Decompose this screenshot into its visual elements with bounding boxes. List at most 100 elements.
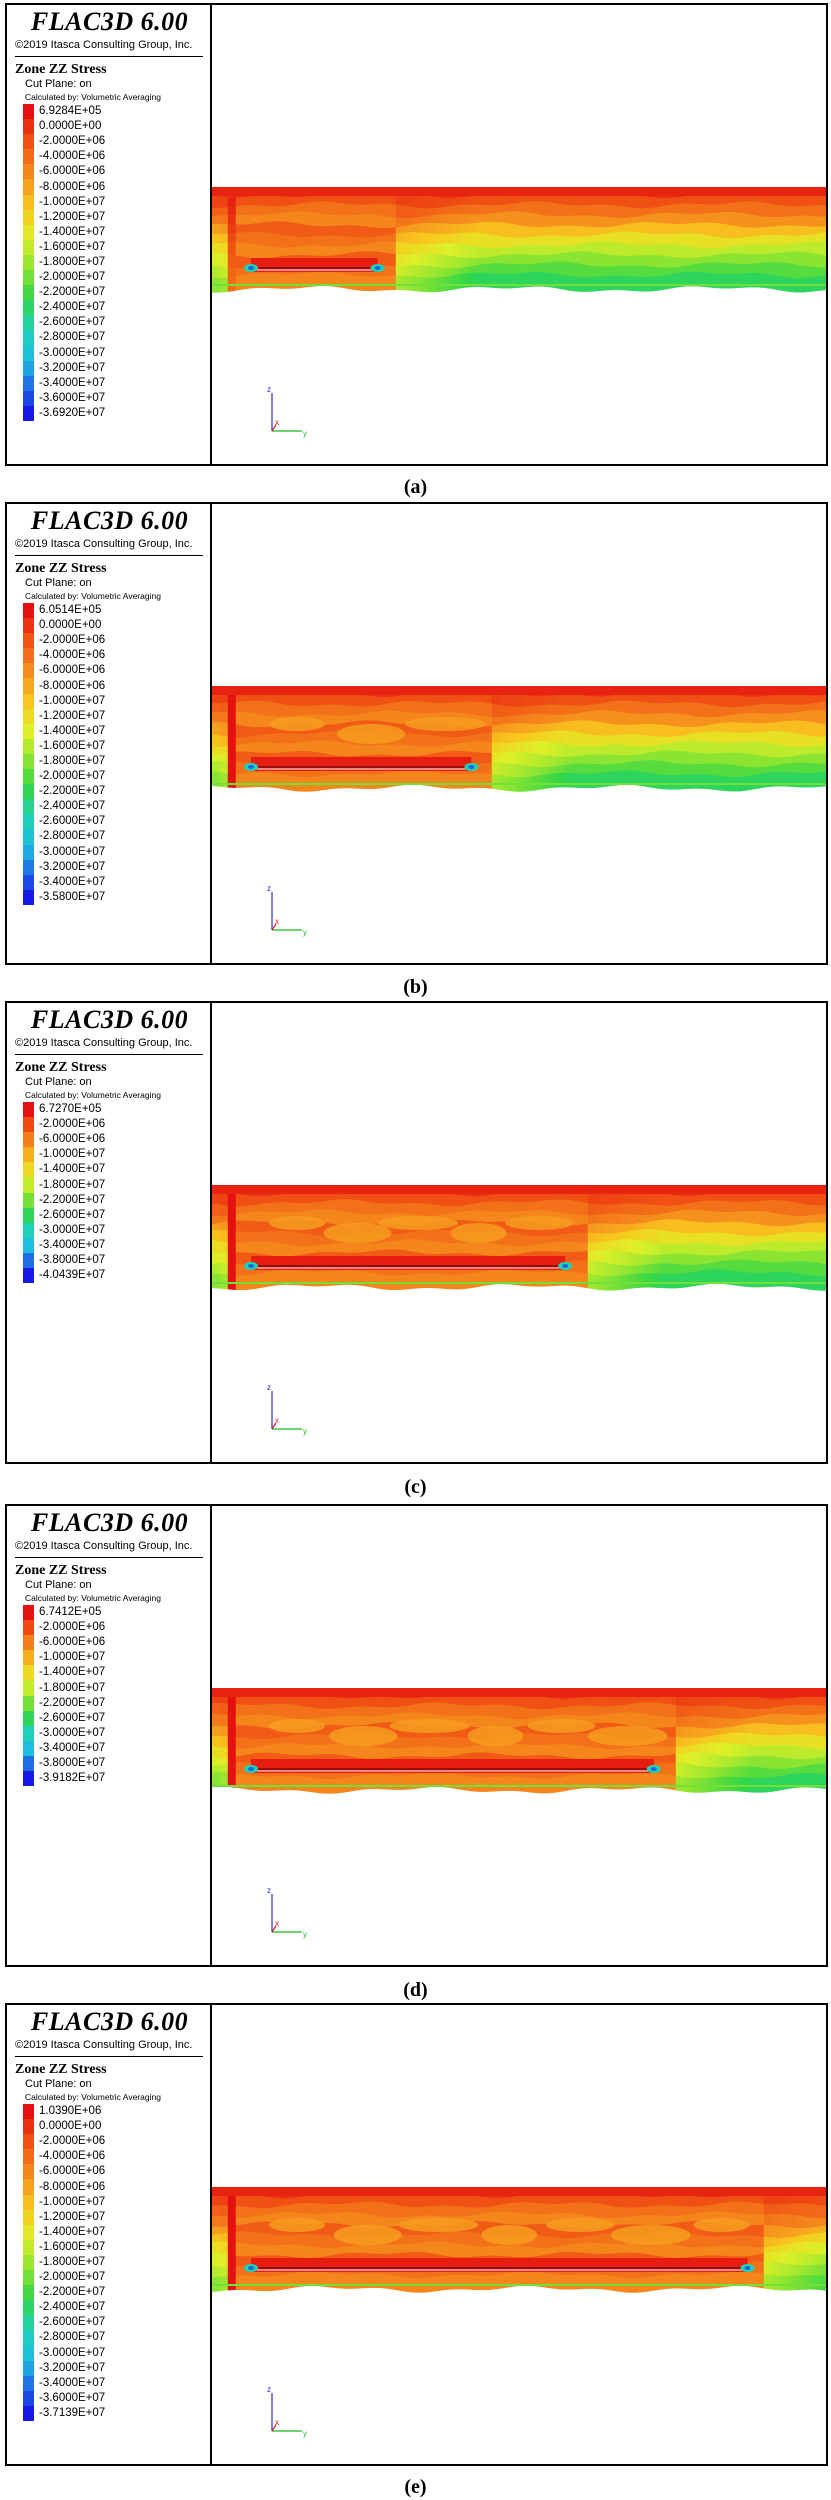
legend-value: -3.6000E+07 (39, 2391, 106, 2404)
stress-contour-cell (643, 1273, 653, 1288)
stress-contour-cell (579, 251, 589, 266)
legend-swatch (23, 1755, 34, 1772)
stress-contour-cell (723, 1776, 733, 1792)
legend-swatch (23, 2285, 34, 2301)
relief-zone (269, 2218, 325, 2232)
legend-value: -1.8000E+07 (39, 754, 106, 767)
stress-contour-cell (291, 1704, 301, 1721)
stress-contour-cell (363, 1201, 373, 1217)
stress-contour-cell (651, 760, 661, 776)
cut-plane-label: Cut Plane: on (25, 577, 92, 589)
stress-contour-cell (563, 2275, 573, 2290)
stress-contour-cell (459, 1274, 469, 1290)
stress-contour-cell (699, 2274, 709, 2290)
stress-contour-cell (323, 201, 333, 217)
stress-band-top (212, 2187, 826, 2196)
stress-contour-cell (763, 1272, 773, 1288)
legend-value: -3.4000E+07 (39, 1238, 106, 1251)
legend-entry: -6.0000E+06 (23, 2164, 105, 2180)
legend-value: -1.8000E+07 (39, 1178, 106, 1191)
legend-value: -3.9182E+07 (39, 1772, 106, 1785)
stress-contour-cell (259, 231, 269, 248)
stress-contour-cell (739, 1694, 749, 1711)
stress-contour-cell (387, 203, 397, 219)
legend-entry: -3.0000E+07 (23, 345, 105, 361)
stress-contour-cell (611, 1774, 621, 1790)
stress-contour-cell (611, 241, 621, 258)
stress-concentration-core (248, 1767, 254, 1771)
stress-contour-cell (251, 712, 261, 729)
legend-swatch (23, 2254, 34, 2271)
stress-contour-cell (515, 751, 525, 767)
legend-value: -1.0000E+07 (39, 195, 106, 208)
stress-contour-cell (779, 2275, 789, 2291)
stress-contour-cell (627, 1239, 637, 1255)
stress-contour-cell (379, 2273, 389, 2289)
stress-contour-cell (411, 770, 421, 785)
legend-entry: 6.0514E+05 (23, 603, 105, 619)
legend-value: -3.2000E+07 (39, 2361, 106, 2374)
stress-contour-cell (563, 275, 573, 292)
stress-contour-cell (251, 243, 261, 260)
legend-swatch (23, 1252, 34, 1269)
stress-contour-cell (387, 2274, 397, 2291)
legend-swatch (23, 618, 34, 634)
plot-title: Zone ZZ Stress (15, 62, 107, 77)
stress-contour-cell (427, 1240, 437, 1257)
stress-contour-cell (259, 1714, 269, 1730)
stress-concentration-core (374, 266, 381, 270)
cut-plane-label: Cut Plane: on (25, 78, 92, 90)
contour-canvas (212, 1185, 826, 1291)
legend-entry: -1.4000E+07 (23, 1162, 105, 1178)
stress-contour-cell (531, 752, 541, 769)
stress-contour-cell (435, 254, 445, 270)
legend-value: -2.6000E+07 (39, 815, 106, 828)
stress-contour-cell (443, 275, 453, 292)
stress-contour-cell (627, 770, 637, 786)
stress-contour-cell (819, 241, 826, 257)
legend-entry: -8.0000E+06 (23, 2179, 105, 2195)
axis-triad: z x y (262, 882, 312, 942)
stress-contour-cell (723, 211, 733, 227)
legend-swatch (23, 2300, 34, 2316)
stress-contour-cell (715, 1269, 725, 1285)
stress-contour-cell (435, 2275, 445, 2292)
app-title: FLAC3D 6.00 (30, 7, 189, 36)
relief-zone (269, 1719, 325, 1733)
stress-contour-cell (587, 720, 597, 736)
legend-value: -1.8000E+07 (39, 2255, 106, 2268)
flac3d-panel: FLAC3D 6.00 ©2019 Itasca Consulting Grou… (5, 1001, 828, 1464)
stress-concentration-core (744, 2266, 751, 2270)
legend-value: -2.6000E+07 (39, 2316, 106, 2329)
legend-value: -3.8000E+07 (39, 1756, 106, 1769)
stress-contour-cell (627, 276, 637, 292)
stress-contour-cell (307, 1777, 317, 1793)
stress-contour-cell (595, 252, 605, 269)
stress-contour-cell (491, 1776, 501, 1792)
stress-contour-plot: z x y (212, 2005, 826, 2464)
stress-contour-cell (667, 2273, 677, 2289)
legend-value: -2.4000E+07 (39, 800, 106, 813)
stress-contour-cell (811, 721, 821, 739)
z-axis-label: z (267, 1383, 271, 1392)
legend-swatch (23, 104, 34, 120)
x-axis-line (271, 1925, 277, 1933)
app-title: FLAC3D 6.00 (30, 2007, 189, 2036)
legend-value: -1.2000E+07 (39, 709, 106, 722)
legend-entry: -3.0000E+07 (23, 1725, 105, 1741)
legend-entry: -3.4000E+07 (23, 1237, 106, 1253)
stress-contour-cell (212, 1273, 221, 1289)
stress-contour-cell (323, 1209, 333, 1225)
panel-caption: (c) (404, 1476, 427, 1498)
legend-value: -1.6000E+07 (39, 240, 106, 253)
stress-contour-cell (235, 274, 245, 291)
stress-contour-cell (779, 1272, 789, 1287)
legend-swatch (23, 2119, 34, 2135)
stress-contour-cell (763, 2261, 773, 2277)
stress-contour-cell (339, 773, 349, 789)
stress-contour-cell (427, 1772, 437, 1788)
legend-swatch (23, 1222, 34, 1238)
legend-entry: -8.0000E+06 (23, 678, 105, 694)
legend-value: -3.7139E+07 (39, 2406, 106, 2419)
legend-value: -1.0000E+07 (39, 1148, 106, 1161)
